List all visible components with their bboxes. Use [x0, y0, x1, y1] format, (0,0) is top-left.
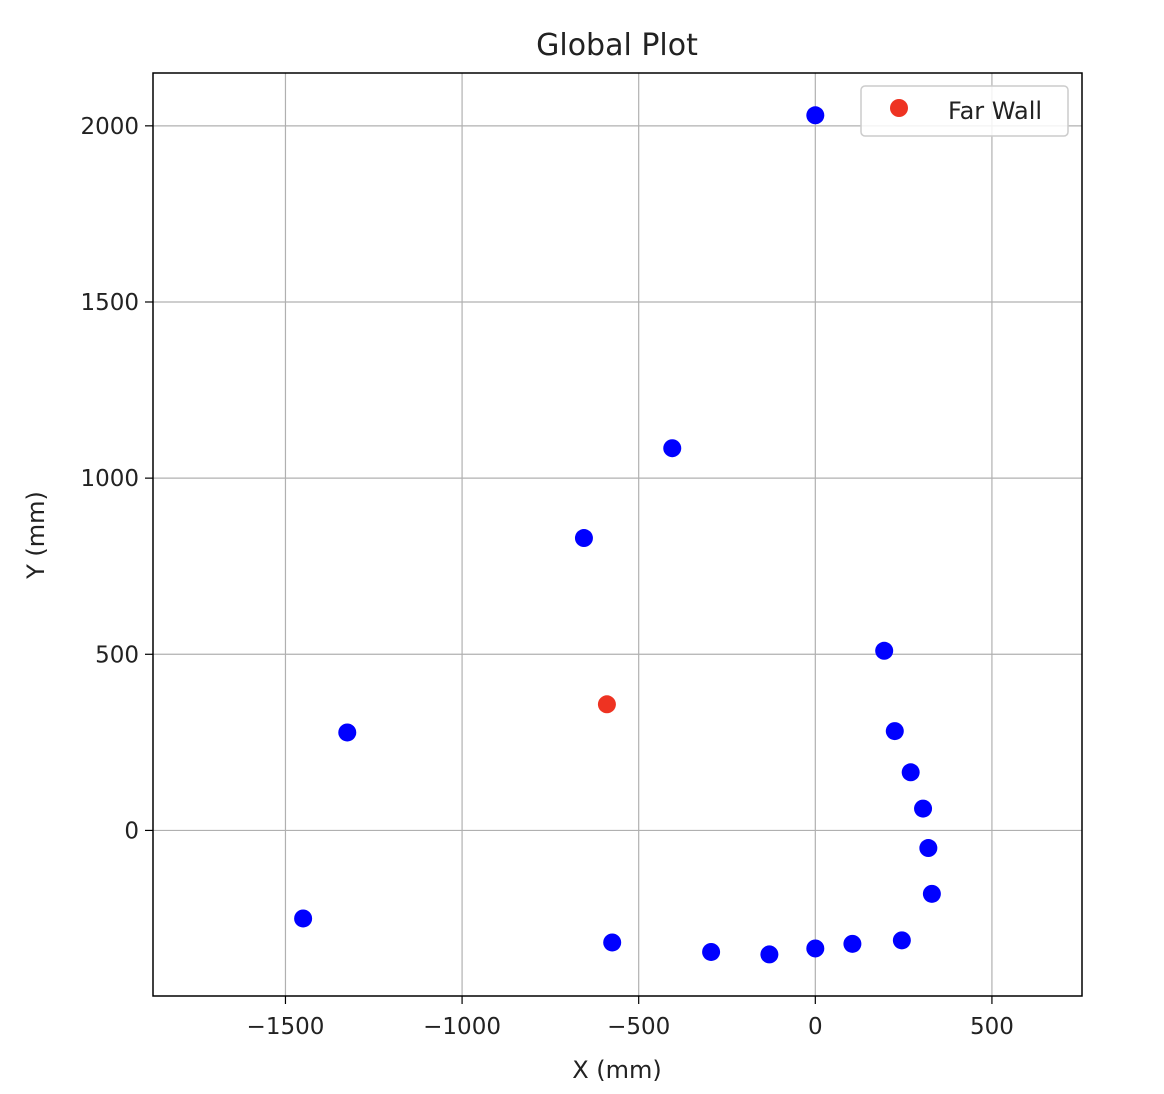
y-tick-label: 500	[95, 642, 139, 668]
x-tick-label: 0	[808, 1014, 823, 1040]
x-tick-label: −500	[607, 1014, 670, 1040]
grid-lines	[153, 73, 1082, 996]
y-tick-label: 2000	[80, 114, 139, 140]
data-point	[885, 722, 904, 741]
x-tick-label: 500	[970, 1014, 1014, 1040]
far-wall-point	[597, 695, 616, 714]
legend-marker-far-wall	[890, 99, 908, 117]
data-point	[922, 884, 941, 903]
axis-ticks: −1500 −1000 −500 0 500 0 500 1000 1500 2000	[80, 114, 1013, 1040]
x-axis-label: X (mm)	[572, 1056, 662, 1084]
data-point	[338, 723, 357, 742]
x-tick-label: −1500	[247, 1014, 325, 1040]
data-point	[603, 933, 622, 952]
data-point	[702, 942, 721, 961]
legend: Far Wall	[860, 85, 1069, 137]
data-point	[574, 529, 593, 548]
data-point	[806, 106, 825, 125]
y-tick-label: 0	[124, 818, 139, 844]
data-point	[919, 839, 938, 858]
data-point	[892, 931, 911, 950]
data-point	[806, 939, 825, 958]
data-point	[294, 909, 313, 928]
data-point	[760, 945, 779, 964]
data-point	[901, 763, 920, 782]
data-points	[294, 106, 941, 964]
chart-title: Global Plot	[536, 28, 698, 63]
data-point	[663, 439, 682, 458]
y-tick-label: 1500	[80, 290, 139, 316]
legend-label-far-wall: Far Wall	[948, 97, 1042, 125]
data-point	[914, 799, 933, 818]
y-axis-label: Y (mm)	[22, 491, 50, 580]
x-tick-label: −1000	[423, 1014, 501, 1040]
legend-box	[860, 85, 1069, 137]
y-tick-label: 1000	[80, 466, 139, 492]
data-point	[875, 641, 894, 660]
data-point	[843, 934, 862, 953]
plot-area-frame	[152, 72, 1083, 997]
